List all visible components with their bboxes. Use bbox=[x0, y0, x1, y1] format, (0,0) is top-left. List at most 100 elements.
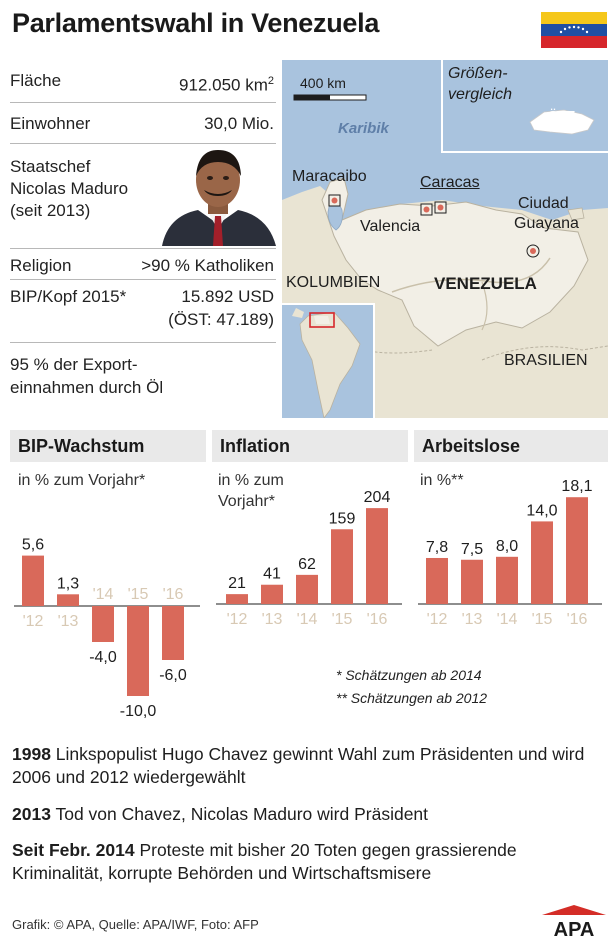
timeline-2013-year: 2013 bbox=[12, 804, 51, 824]
chart-inflation-tick-3: '15 bbox=[332, 611, 353, 628]
fact-export: 95 % der Export- einnahmen durch Öl bbox=[10, 343, 276, 403]
fact-gdp-label: BIP/Kopf 2015* bbox=[10, 287, 127, 306]
chart-gdp-tick-2: '14 bbox=[93, 586, 114, 603]
chart-gdp-unit: in % zum Vorjahr* bbox=[18, 472, 146, 489]
map-sea-label: Karibik bbox=[338, 120, 389, 137]
chart-inflation-value-label-1: 41 bbox=[263, 566, 281, 583]
map-country-brazil: BRASILIEN bbox=[504, 352, 588, 369]
fact-head-label-line3: (seit 2013) bbox=[10, 201, 91, 220]
fact-export-line1: 95 % der Export- bbox=[10, 355, 138, 374]
chart-inflation-bar-1 bbox=[261, 584, 283, 604]
chart-gdp-tick-0: '12 bbox=[23, 613, 44, 630]
chart-unemployment-value-label-2: 8,0 bbox=[496, 538, 518, 555]
timeline-2013-text: Tod von Chavez, Nicolas Maduro wird Präs… bbox=[50, 804, 429, 824]
chart-inflation-value-label-2: 62 bbox=[298, 556, 316, 573]
maduro-photo bbox=[154, 146, 282, 246]
chart-unemployment-bar-2 bbox=[496, 556, 518, 604]
chart-inflation: 21 '12 41 '13 62 '14 159 '15 204 '16 bbox=[216, 489, 402, 628]
chart-gdp-title: BIP-Wachstum bbox=[10, 430, 206, 462]
chart-gdp-tick-3: '15 bbox=[128, 586, 149, 603]
map-compare-label-1: Größen- bbox=[448, 65, 508, 82]
fact-export-line2: einnahmen durch Öl bbox=[10, 378, 164, 397]
chart-gdp-bar-0 bbox=[22, 555, 44, 606]
fact-head-label-line1: Staatschef bbox=[10, 157, 91, 176]
timeline-1998-year: 1998 bbox=[12, 744, 51, 764]
note-estimates-2012: ** Schätzungen ab 2012 bbox=[336, 690, 488, 706]
fact-head-label-line2: Nicolas Maduro bbox=[10, 179, 129, 198]
chart-unemployment: 7,8 '12 7,5 '13 8,0 '14 14,0 '15 18,1 '16 bbox=[418, 478, 602, 628]
chart-inflation-value-label-0: 21 bbox=[228, 575, 246, 592]
chart-unemployment-value-label-4: 18,1 bbox=[561, 478, 592, 495]
chart-gdp-tick-1: '13 bbox=[58, 613, 79, 630]
fact-head-of-state: Staatschef Nicolas Maduro (seit 2013) bbox=[10, 144, 282, 249]
fact-gdp-compare: (ÖST: 47.189) bbox=[168, 310, 274, 329]
page-title: Parlamentswahl in Venezuela bbox=[12, 8, 380, 38]
facts-panel: Fläche 912.050 km2 Einwohner 30,0 Mio. S… bbox=[10, 60, 282, 403]
chart-inflation-value-label-3: 159 bbox=[329, 510, 356, 527]
fact-population: Einwohner 30,0 Mio. bbox=[10, 103, 276, 144]
fact-religion: Religion >90 % Katholiken bbox=[10, 249, 276, 280]
chart-inflation-unit: in % zum Vorjahr* bbox=[218, 472, 284, 510]
chart-unemployment-tick-0: '12 bbox=[427, 611, 448, 628]
chart-gdp-growth: 5,6 '12 1,3 '13 -4,0 '14 -10,0 '15 -6,0 '16 bbox=[14, 537, 200, 720]
fact-gdp-value: 15.892 USD bbox=[181, 287, 274, 306]
chart-unemployment-tick-2: '14 bbox=[497, 611, 518, 628]
chart-gdp-value-label-1: 1,3 bbox=[57, 575, 79, 592]
chart-gdp-bar-1 bbox=[57, 594, 79, 606]
chart-inflation-tick-4: '16 bbox=[367, 611, 388, 628]
map-country-venezuela: VENEZUELA bbox=[434, 274, 537, 293]
chart-gdp-value-label-3: -10,0 bbox=[120, 703, 157, 720]
chart-inflation-value-label-4: 204 bbox=[364, 489, 391, 506]
chart-inflation-bar-2 bbox=[296, 574, 318, 604]
chart-unemployment-tick-3: '15 bbox=[532, 611, 553, 628]
fact-area-label: Fläche bbox=[10, 71, 62, 90]
timeline-2014: Seit Febr. 2014 Proteste mit bisher 20 T… bbox=[12, 839, 612, 885]
chart-unemployment-bar-4 bbox=[566, 497, 588, 604]
fact-population-label: Einwohner bbox=[10, 114, 91, 133]
chart-unemployment-value-label-3: 14,0 bbox=[526, 502, 557, 519]
fact-area-number: 912.050 km bbox=[179, 75, 268, 95]
fact-area-unit-sup: 2 bbox=[267, 75, 274, 87]
venezuela-map: 400 km Karibik Größen- vergleich ÖST Mar… bbox=[282, 60, 608, 418]
apa-logo: APA bbox=[542, 905, 606, 939]
timeline-1998-text: Linkspopulist Hugo Chavez gewinnt Wahl z… bbox=[12, 744, 585, 787]
chart-gdp-value-label-2: -4,0 bbox=[89, 649, 117, 666]
chart-inflation-bar-0 bbox=[226, 594, 248, 604]
map-compare-label-2: vergleich bbox=[448, 86, 513, 103]
chart-unemployment-value-label-1: 7,5 bbox=[461, 541, 483, 558]
chart-gdp-value-label-0: 5,6 bbox=[22, 537, 44, 554]
fact-population-value: 30,0 Mio. bbox=[204, 114, 274, 133]
note-estimates-2014: * Schätzungen ab 2014 bbox=[336, 667, 482, 683]
fact-gdp: BIP/Kopf 2015* 15.892 USD (ÖST: 47.189) bbox=[10, 280, 276, 343]
chart-inflation-tick-2: '14 bbox=[297, 611, 318, 628]
chart-unemployment-value-label-0: 7,8 bbox=[426, 539, 448, 556]
chart-unemployment-tick-1: '13 bbox=[462, 611, 483, 628]
chart-inflation-bar-3 bbox=[331, 529, 353, 604]
chart-gdp-bar-4 bbox=[162, 606, 184, 660]
chart-gdp-bar-3 bbox=[127, 606, 149, 696]
map-city-guayana-2: Guayana bbox=[514, 215, 579, 232]
fact-religion-label: Religion bbox=[10, 256, 72, 275]
fact-area-value: 912.050 km2 bbox=[179, 70, 274, 97]
chart-gdp-tick-4: '16 bbox=[163, 586, 184, 603]
chart-unemployment-title: Arbeitslose bbox=[414, 430, 608, 462]
map-austria-label: ÖST bbox=[548, 108, 575, 123]
map-city-guayana-1: Ciudad bbox=[518, 195, 569, 212]
apa-logo-text: APA bbox=[554, 919, 595, 939]
fact-area: Fläche 912.050 km2 bbox=[10, 60, 276, 103]
chart-gdp-bar-2 bbox=[92, 606, 114, 642]
footer-credits: Grafik: © APA, Quelle: APA/IWF, Foto: AF… bbox=[12, 917, 259, 932]
timeline-2014-year: Seit Febr. 2014 bbox=[12, 840, 135, 860]
fact-head-label: Staatschef Nicolas Maduro (seit 2013) bbox=[10, 156, 128, 222]
map-city-valencia: Valencia bbox=[360, 218, 421, 235]
map-graphic bbox=[282, 60, 608, 418]
chart-inflation-tick-0: '12 bbox=[227, 611, 248, 628]
fact-religion-value: >90 % Katholiken bbox=[141, 256, 274, 275]
chart-unemployment-tick-4: '16 bbox=[567, 611, 588, 628]
chart-inflation-tick-1: '13 bbox=[262, 611, 283, 628]
chart-unemployment-unit: in %** bbox=[420, 472, 464, 489]
chart-gdp-value-label-4: -6,0 bbox=[159, 667, 187, 684]
chart-unemployment-bar-0 bbox=[426, 557, 448, 604]
map-country-colombia: KOLUMBIEN bbox=[286, 274, 381, 291]
chart-unemployment-bar-3 bbox=[531, 521, 553, 604]
